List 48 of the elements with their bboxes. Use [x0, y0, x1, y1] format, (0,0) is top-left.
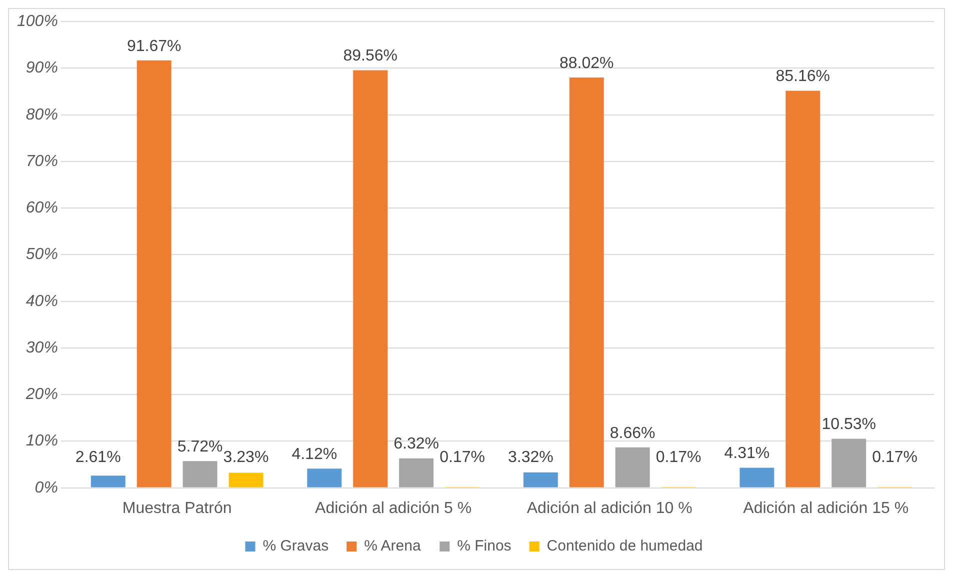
legend-label: % Gravas: [262, 538, 329, 555]
bar: [228, 472, 264, 488]
data-label: 4.12%: [292, 446, 338, 463]
x-tick-label: Adición al adición 10 %: [526, 500, 692, 517]
data-label: 3.23%: [223, 449, 269, 466]
legend-label: % Arena: [364, 538, 422, 555]
y-tick-label: 50%: [26, 246, 58, 264]
y-tick-label: 40%: [26, 292, 58, 310]
bar: [182, 461, 218, 488]
bar: [90, 476, 126, 488]
bar: [136, 60, 172, 488]
y-tick-label: 70%: [26, 152, 58, 170]
bar: [786, 90, 820, 488]
data-label: 88.02%: [559, 54, 614, 72]
data-label: 4.31%: [724, 445, 770, 462]
data-label: 6.32%: [394, 436, 439, 453]
data-label: 0.17%: [872, 449, 918, 466]
bar: [615, 447, 650, 488]
data-label: 89.56%: [343, 48, 398, 65]
bar: [353, 70, 388, 488]
data-label: 0.17%: [656, 449, 702, 466]
legend-label: % Finos: [457, 538, 512, 555]
x-tick-label: Adición al adición 5 %: [315, 500, 472, 517]
data-label: 10.53%: [822, 416, 876, 434]
bar: [569, 77, 604, 488]
data-label: 8.66%: [610, 424, 656, 442]
legend-label: Contenido de humedad: [546, 538, 703, 555]
y-tick-label: 10%: [26, 432, 58, 450]
bar: [740, 468, 774, 488]
data-label: 85.16%: [776, 68, 830, 86]
y-tick-label: 100%: [17, 13, 58, 30]
y-tick-label: 0%: [34, 479, 58, 496]
y-tick-label: 80%: [26, 106, 58, 124]
x-tick-label: Muestra Patrón: [122, 500, 232, 517]
y-tick-label: 20%: [24, 386, 58, 404]
data-label: 0.17%: [440, 449, 485, 466]
data-label: 91.67%: [126, 38, 182, 55]
y-tick-label: 90%: [26, 60, 58, 77]
data-label: 2.61%: [75, 449, 121, 466]
bar: [307, 468, 342, 488]
x-tick-label: Adición al adición 15 %: [743, 500, 909, 517]
data-label: 5.72%: [177, 438, 223, 456]
bar: [832, 438, 866, 488]
bar: [523, 472, 558, 488]
y-tick-label: 30%: [26, 339, 58, 356]
bar: [399, 458, 434, 488]
data-label: 3.32%: [508, 449, 554, 466]
y-tick-label: 60%: [26, 200, 58, 217]
